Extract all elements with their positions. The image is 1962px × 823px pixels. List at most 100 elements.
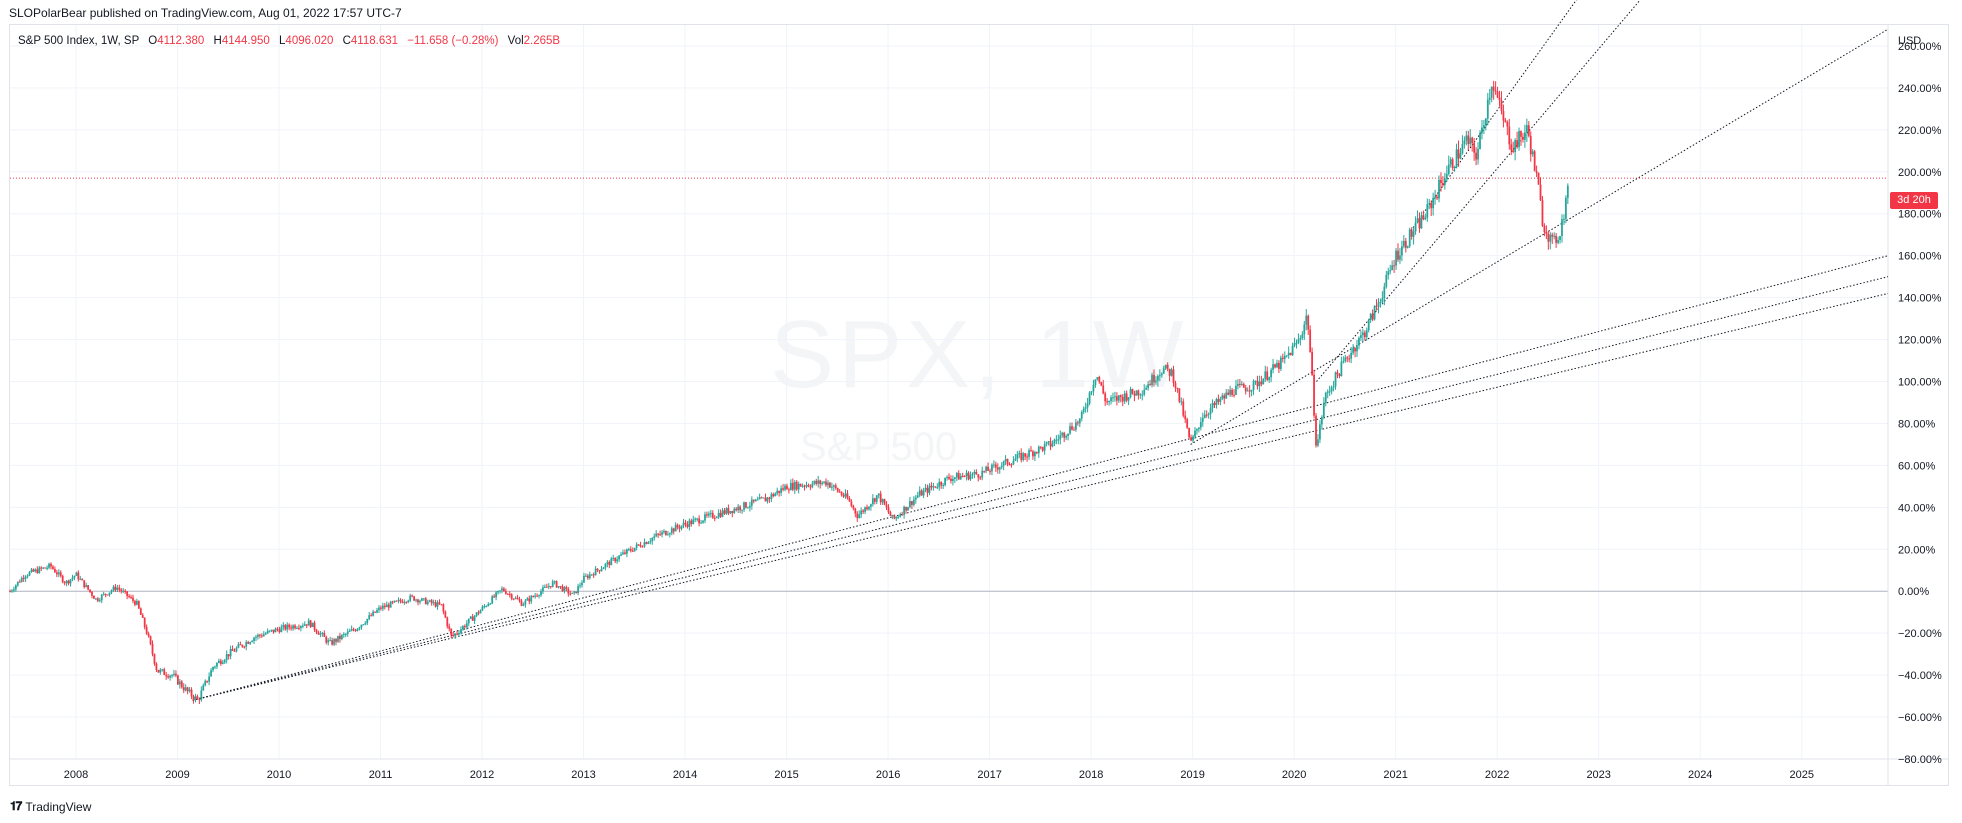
candle-body <box>348 630 351 632</box>
candle-body <box>1016 454 1019 459</box>
candle-body <box>272 629 275 633</box>
trend-line <box>1190 28 1889 445</box>
candle-body <box>182 687 185 691</box>
candle-body <box>1086 403 1089 408</box>
candle-body <box>614 557 617 562</box>
candle-body <box>903 506 905 515</box>
candle-body <box>717 512 720 518</box>
candle-body <box>1510 144 1513 151</box>
candle-body <box>1139 394 1142 396</box>
candle-body <box>32 569 35 572</box>
candle-body <box>823 481 825 483</box>
candle-body <box>1178 388 1181 402</box>
candle-body <box>417 599 419 603</box>
candle-body <box>725 508 728 514</box>
candle-body <box>1254 380 1257 382</box>
candle-body <box>139 608 142 615</box>
candle-body <box>965 472 968 477</box>
footer[interactable]: 𝟏𝟕 TradingView <box>10 799 91 814</box>
candle-body <box>356 628 359 631</box>
candle-body <box>122 590 125 592</box>
candle-body <box>413 596 416 601</box>
candle-body <box>116 587 119 590</box>
candle-body <box>57 572 60 575</box>
candle-body <box>1324 392 1327 403</box>
candle-body <box>991 464 993 472</box>
candle-body <box>887 507 890 513</box>
candle-body <box>512 598 515 600</box>
candle-body <box>1512 150 1515 152</box>
candle-body <box>22 577 25 579</box>
candle-body <box>325 636 328 643</box>
candle-body <box>1008 464 1011 466</box>
candle-body <box>1276 362 1278 368</box>
y-tick-label: 100.00% <box>1898 377 1942 389</box>
candle-body <box>1192 436 1194 441</box>
candle-body <box>358 627 361 629</box>
candle-body <box>311 622 314 627</box>
candle-body <box>1209 408 1212 415</box>
candle-body <box>354 630 357 632</box>
y-tick-label: −80.00% <box>1898 754 1942 766</box>
candle-body <box>1112 397 1114 399</box>
candle-body <box>979 477 982 479</box>
candle-body <box>391 601 394 603</box>
candle-body <box>731 510 734 514</box>
candle-body <box>1469 137 1472 144</box>
candle-body <box>1408 229 1411 247</box>
candle-body <box>198 699 201 701</box>
candle-body <box>73 575 76 578</box>
candle-body <box>1482 125 1485 128</box>
candle-body <box>936 487 939 489</box>
candle-body <box>1227 392 1230 395</box>
candle-body <box>676 524 679 528</box>
candle-body <box>1363 332 1366 338</box>
candle-body <box>764 497 767 502</box>
candle-body <box>735 508 738 511</box>
candle-body <box>715 517 718 519</box>
candle-body <box>59 572 62 576</box>
y-tick-label: 240.00% <box>1898 83 1942 95</box>
candle-body <box>1043 444 1046 451</box>
candle-body <box>471 616 474 621</box>
candle-body <box>1205 414 1208 416</box>
candle-body <box>706 514 708 516</box>
candle-body <box>1057 439 1060 441</box>
candle-body <box>622 552 624 555</box>
candle-body <box>1162 368 1165 374</box>
candle-body <box>419 600 421 603</box>
candle-body <box>1297 339 1300 343</box>
trend-line <box>1316 0 1641 382</box>
legend-open: 4112.380 <box>157 35 205 47</box>
candle-body <box>983 470 986 472</box>
candle-body <box>1561 219 1563 236</box>
candle-body <box>1262 378 1265 385</box>
candle-body <box>42 567 45 569</box>
chart-frame <box>9 24 1949 786</box>
candle-body <box>909 501 911 508</box>
candle-body <box>1073 429 1075 431</box>
candle-body <box>1219 398 1222 402</box>
candle-body <box>1486 99 1489 119</box>
candle-body <box>1299 338 1302 340</box>
candle-body <box>1217 399 1220 402</box>
y-tick-label: 200.00% <box>1898 167 1942 179</box>
candle-body <box>528 598 531 602</box>
y-tick-label: −40.00% <box>1898 670 1942 682</box>
candle-body <box>1114 396 1116 398</box>
candle-body <box>793 481 796 490</box>
candle-body <box>504 591 507 594</box>
candle-body <box>948 476 950 479</box>
candle-body <box>1301 334 1304 339</box>
candle-body <box>975 471 978 475</box>
candle-body <box>176 675 179 685</box>
candle-body <box>1385 274 1388 287</box>
candle-body <box>161 669 164 671</box>
candle-body <box>1307 315 1310 330</box>
candle-body <box>305 624 308 626</box>
legend-change: −11.658 (−0.28%) <box>407 35 499 47</box>
candle-body <box>772 494 775 497</box>
candle-body <box>108 592 111 595</box>
candle-body <box>401 601 404 603</box>
